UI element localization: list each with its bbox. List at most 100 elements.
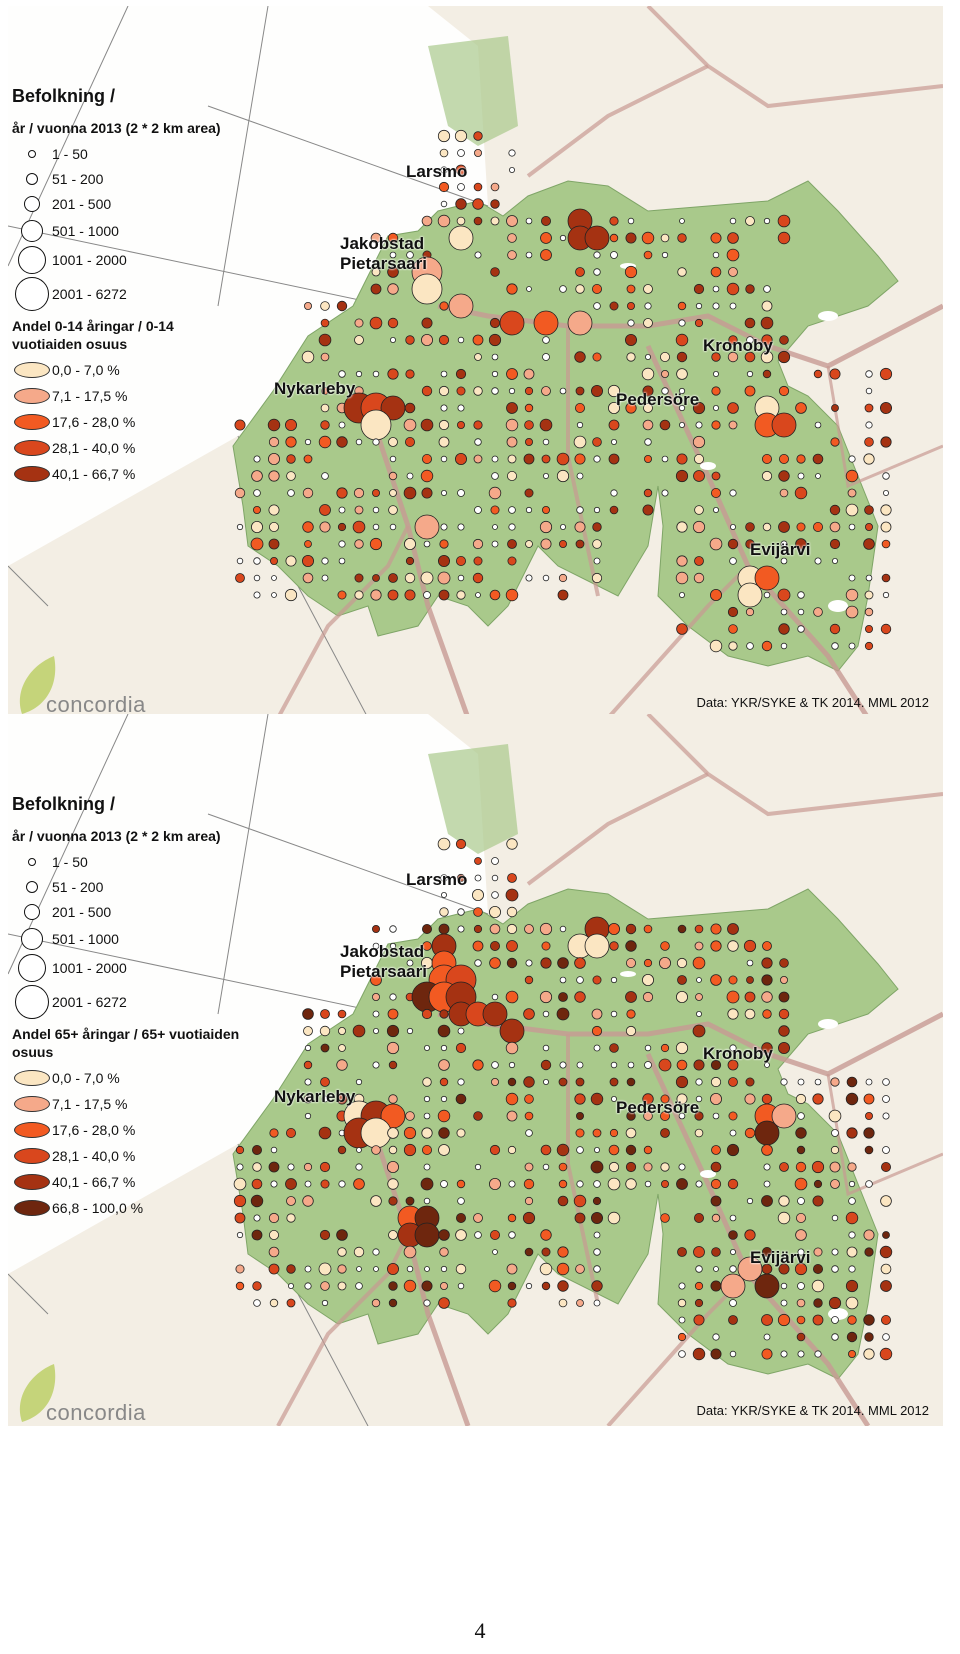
population-dot [728, 267, 738, 277]
population-dot [455, 198, 467, 210]
population-dot [864, 590, 874, 600]
population-dot [795, 538, 807, 550]
population-dot [780, 540, 788, 548]
population-dot [848, 523, 856, 531]
population-dot [627, 319, 635, 327]
population-dot [421, 215, 433, 227]
population-dot [695, 1078, 703, 1086]
population-dot [729, 1350, 737, 1358]
population-dot [524, 420, 534, 430]
legend-size-label: 51 - 200 [52, 170, 104, 187]
population-dot [677, 1298, 687, 1308]
population-dot [438, 1229, 450, 1241]
population-dot [489, 940, 500, 951]
population-dot [268, 1246, 280, 1258]
population-dot [761, 1314, 773, 1326]
population-dot [711, 471, 721, 481]
population-dot [678, 1350, 686, 1358]
population-dot [678, 404, 686, 412]
legend-color-label: 0,0 - 7,0 % [52, 362, 120, 378]
population-dot [829, 623, 841, 635]
population-dot [558, 573, 568, 583]
population-dot [388, 1145, 398, 1155]
population-dot [848, 1197, 856, 1205]
population-dot [882, 1078, 890, 1086]
population-dot [730, 524, 737, 531]
population-dot [488, 333, 502, 347]
population-dot [406, 959, 414, 967]
legend-size-row: 2001 - 6272 [12, 983, 242, 1021]
population-dot [321, 472, 329, 480]
legend-size-circle [24, 196, 40, 212]
population-dot [304, 1044, 312, 1052]
legend-color-row: 17,6 - 28,0 % [12, 409, 242, 435]
population-dot [557, 1280, 569, 1292]
population-dot [780, 975, 789, 984]
population-dot [437, 571, 451, 585]
population-dot [267, 418, 281, 432]
population-dot [609, 941, 619, 951]
population-dot [675, 1041, 689, 1055]
population-dot [642, 991, 654, 1003]
population-dot [456, 386, 466, 396]
population-dot [474, 959, 482, 967]
population-dot [584, 933, 610, 959]
place-evijarvi: Evijärvi [750, 540, 811, 559]
population-dot [848, 1350, 857, 1359]
population-dot [675, 1075, 689, 1089]
population-dot [779, 488, 789, 498]
population-dot [524, 386, 534, 396]
population-dot [505, 588, 519, 602]
population-dot [882, 1112, 890, 1120]
population-dot [762, 941, 772, 951]
population-dot [712, 1112, 720, 1120]
population-dot [796, 454, 806, 464]
population-dot [794, 1262, 808, 1276]
population-dot [609, 301, 619, 311]
population-dot [712, 285, 720, 293]
population-dot [388, 1196, 398, 1206]
population-dot [679, 218, 685, 224]
population-dot [626, 1111, 636, 1121]
population-dot [797, 1197, 805, 1205]
population-dot [505, 888, 519, 902]
population-dot [761, 974, 773, 986]
population-dot [371, 992, 380, 1001]
population-dot [301, 350, 315, 364]
population-dot [369, 537, 383, 551]
population-dot [729, 1044, 737, 1052]
population-dot [794, 486, 808, 500]
population-dot [576, 1146, 584, 1154]
population-dot [592, 975, 602, 985]
population-dot [660, 233, 670, 243]
population-dot [863, 1348, 875, 1360]
population-dot [371, 924, 380, 933]
population-dot [405, 556, 415, 566]
population-dot [286, 1213, 296, 1223]
population-dot [865, 1111, 874, 1120]
population-dot [778, 623, 790, 635]
population-dot [846, 1127, 858, 1139]
population-dot [253, 455, 261, 463]
population-dot [829, 538, 841, 550]
population-dot [813, 607, 823, 617]
population-dot [863, 453, 875, 465]
population-dot [607, 1211, 621, 1225]
population-dot [711, 487, 722, 498]
population-dot [712, 302, 720, 310]
population-dot [372, 523, 380, 531]
population-dot [880, 1280, 892, 1292]
population-dot [678, 319, 686, 327]
population-dot [438, 923, 450, 935]
population-dot [414, 514, 440, 540]
population-dot [593, 557, 601, 565]
population-dot [677, 924, 687, 934]
population-dot [372, 506, 380, 514]
population-dot [284, 418, 297, 431]
population-dot [406, 251, 414, 259]
place-pedersore: Pedersöre [616, 1098, 700, 1117]
population-dot [320, 301, 330, 311]
population-dot [709, 639, 723, 653]
population-dot [525, 437, 534, 446]
population-dot [679, 421, 686, 428]
